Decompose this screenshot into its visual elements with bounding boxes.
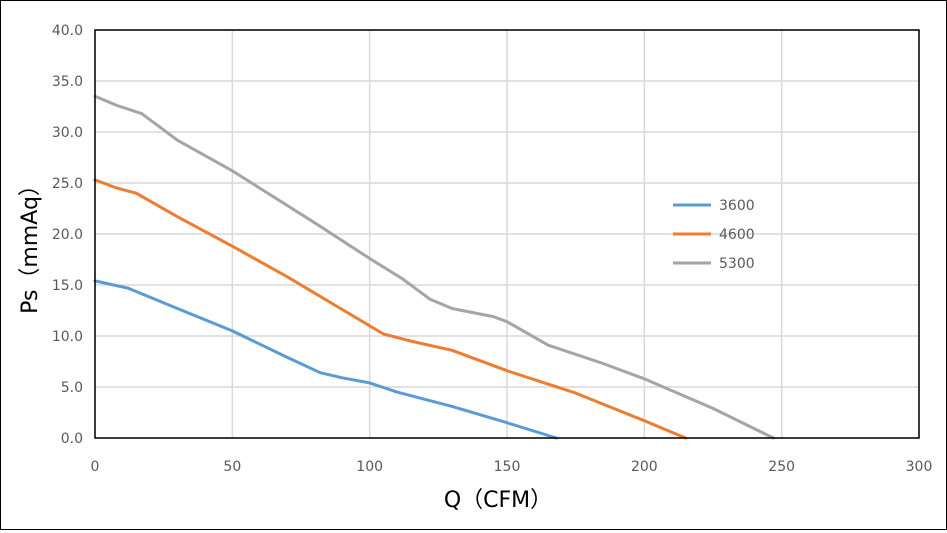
x-tick-label: 200 [631,459,658,475]
y-tick-label: 5.0 [61,380,83,396]
x-tick-label: 50 [223,459,241,475]
y-tick-label: 30.0 [52,125,83,141]
x-tick-label: 300 [906,459,933,475]
y-tick-label: 40.0 [52,23,83,39]
x-tick-label: 0 [91,459,100,475]
series-line-5300 [93,94,775,440]
y-tick-label: 35.0 [52,74,83,90]
y-axis-label: Ps（mmAq） [18,174,43,314]
legend-label-5300: 5300 [719,256,755,272]
y-tick-label: 0.0 [61,431,83,447]
series-line-3600 [93,279,558,440]
series-line-4600 [93,178,687,440]
legend: 3600 4600 5300 [673,198,755,272]
y-tick-label: 15.0 [52,278,83,294]
x-axis-label: Q（CFM） [444,488,552,513]
y-tick-label: 25.0 [52,176,83,192]
legend-label-4600: 4600 [719,227,755,243]
y-tick-label: 20.0 [52,227,83,243]
legend-label-3600: 3600 [719,198,755,214]
x-tick-label: 100 [356,459,383,475]
plot-border [94,29,920,439]
y-tick-label: 10.0 [52,329,83,345]
y-tick-labels: 0.0 5.0 10.0 15.0 20.0 25.0 30.0 35.0 40.0 [52,23,83,447]
x-tick-label: 150 [494,459,521,475]
x-tick-label: 250 [768,459,795,475]
series-lines [93,94,775,440]
x-tick-labels: 0 50 100 150 200 250 300 [91,459,933,475]
